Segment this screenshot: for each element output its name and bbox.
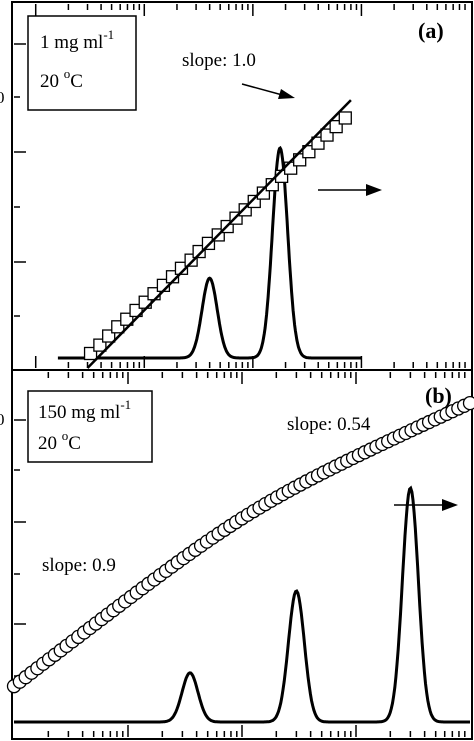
panel-b: 150 mg ml-1 20 oC (b) slope: 0.54 slope:… xyxy=(6,369,474,740)
panel-a-square-marker xyxy=(174,261,189,275)
panel-b-legend-line1: 150 mg ml-1 xyxy=(38,397,131,423)
panel-b-data-markers xyxy=(6,395,474,694)
panel-b-legend-line2: 20 oC xyxy=(38,428,81,454)
panel-a-legend-line2: 20 oC xyxy=(40,66,83,92)
panel-b-circle-marker xyxy=(462,395,474,411)
left-edge-tick-mark-1: 0 xyxy=(0,88,5,107)
panel-a-ticks xyxy=(14,4,466,368)
panel-a-distribution-curve xyxy=(57,145,362,360)
panel-a-right-axis-arrowhead xyxy=(366,184,382,196)
panel-a-legend-box xyxy=(27,15,137,111)
panel-b-right-axis-arrowhead xyxy=(442,499,458,511)
panel-a: 1 mg ml-1 20 oC (a) slope: 1.0 xyxy=(11,1,473,371)
panel-b-label: (b) xyxy=(425,383,452,408)
panel-b-slope-label-high: slope: 0.54 xyxy=(287,414,371,435)
panel-a-slope-line xyxy=(86,99,352,369)
panel-b-slope-label-low: slope: 0.9 xyxy=(42,555,116,576)
panel-a-square-marker xyxy=(338,111,352,125)
panel-b-distribution-curve xyxy=(14,485,470,724)
panel-b-legend-box xyxy=(27,390,153,463)
panel-a-slope-arrowhead xyxy=(278,89,295,99)
panel-a-label: (a) xyxy=(418,18,444,43)
panel-a-slope-label: slope: 1.0 xyxy=(182,50,256,71)
panel-b-frame xyxy=(11,369,473,740)
panel-a-legend-line1: 1 mg ml-1 xyxy=(40,27,114,53)
panel-a-slope-arrow xyxy=(241,83,287,97)
left-edge-tick-mark-2: 0 xyxy=(0,410,5,429)
